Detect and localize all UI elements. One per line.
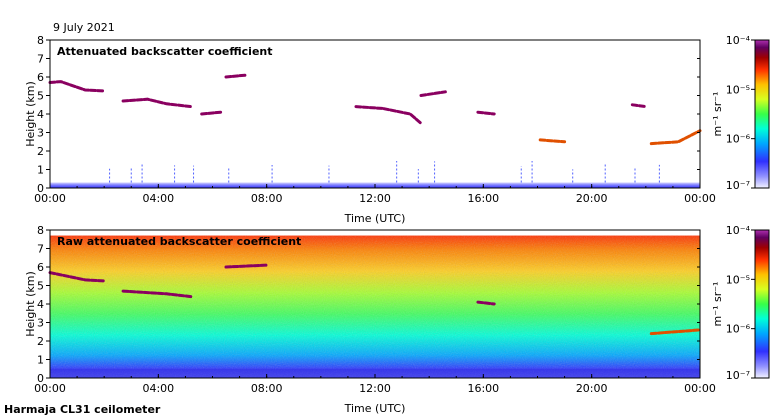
y-tick-label: 2 [37, 145, 44, 158]
aerosol-layer [224, 263, 269, 269]
y-tick-label: 6 [37, 261, 44, 274]
y-tick-label: 1 [37, 354, 44, 367]
colorbar-ticks: 10⁻⁴ 10⁻⁵ 10⁻⁶ 10⁻⁷ [726, 224, 755, 382]
x-tick-label: 12:00 [359, 192, 391, 205]
y-tick-label: 3 [37, 127, 44, 140]
y-axis: 0 1 2 3 4 5 6 7 8 [37, 224, 700, 385]
y-tick-label: 3 [37, 317, 44, 330]
y-tick-label: 0 [37, 372, 44, 385]
colorbar-tick-label: 10⁻⁶ [726, 323, 751, 336]
y-axis: 0 1 2 3 4 5 6 7 8 [37, 34, 700, 195]
colorbar-tick-label: 10⁻⁵ [726, 273, 750, 286]
x-tick-label: 00:00 [34, 382, 66, 395]
y-tick-label: 0 [37, 182, 44, 195]
raw-backscatter-data [48, 235, 702, 378]
colorbar-tick-label: 10⁻⁷ [726, 369, 750, 382]
colorbar [754, 229, 770, 379]
panel-raw-backscatter: Raw attenuated backscatter coefficient 0… [24, 224, 770, 415]
aerosol-layer [354, 105, 423, 125]
y-tick-label: 5 [37, 280, 44, 293]
colorbar-unit: m⁻¹ sr⁻¹ [711, 92, 724, 137]
y-tick-label: 6 [37, 71, 44, 84]
panel-attenuated-backscatter: Attenuated backscatter coefficient 0 1 2 3 4… [24, 34, 770, 225]
x-tick-label: 00:00 [34, 192, 66, 205]
x-tick-label: 16:00 [467, 192, 499, 205]
aerosol-layer [200, 110, 223, 116]
y-tick-label: 4 [37, 298, 44, 311]
date-label: 9 July 2021 [53, 21, 115, 34]
aerosol-layer [476, 110, 496, 116]
x-tick-label: 08:00 [251, 382, 283, 395]
y-tick-label: 4 [37, 108, 44, 121]
y-tick-label: 5 [37, 90, 44, 103]
y-tick-label: 2 [37, 335, 44, 348]
aerosol-layer [630, 103, 648, 109]
colorbar-unit: m⁻¹ sr⁻¹ [711, 282, 724, 327]
y-tick-label: 8 [37, 224, 44, 237]
aerosol-layer [48, 80, 106, 93]
x-tick-label: 08:00 [251, 192, 283, 205]
x-tick-label: 12:00 [359, 382, 391, 395]
x-axis: 00:00 04:00 08:00 12:00 16:00 20:00 00:00 [34, 374, 716, 395]
y-tick-label: 7 [37, 53, 44, 66]
aerosol-layer [649, 328, 702, 336]
x-axis: 00:00 04:00 08:00 12:00 16:00 20:00 00:00 [34, 184, 716, 205]
colorbar-tick-label: 10⁻⁵ [726, 83, 750, 96]
x-tick-label: 20:00 [576, 192, 608, 205]
aerosol-layer [121, 289, 193, 299]
colorbar-ticks: 10⁻⁴ 10⁻⁵ 10⁻⁶ 10⁻⁷ [726, 34, 755, 192]
aerosol-layer [121, 97, 193, 109]
panel-title: Attenuated backscatter coefficient [57, 45, 273, 58]
plot-area [50, 40, 700, 188]
aerosol-layer [538, 138, 567, 144]
aerosol-layer [649, 129, 702, 146]
near-surface-band [50, 368, 700, 378]
panel-title: Raw attenuated backscatter coefficient [57, 235, 301, 248]
x-tick-label: 00:00 [684, 192, 716, 205]
colorbar-tick-label: 10⁻⁴ [726, 34, 751, 47]
noise-texture [50, 235, 700, 378]
y-axis-label: Height (km) [24, 81, 37, 147]
x-tick-label: 04:00 [142, 382, 174, 395]
x-tick-label: 20:00 [576, 382, 608, 395]
footer-label: Harmaja CL31 ceilometer [4, 403, 161, 416]
x-axis-label: Time (UTC) [344, 402, 406, 415]
x-axis-label: Time (UTC) [344, 212, 406, 225]
aerosol-layer [48, 271, 106, 283]
aerosol-layer [476, 300, 496, 306]
aerosol-layer [419, 90, 447, 97]
colorbar-tick-label: 10⁻⁴ [726, 224, 751, 237]
y-axis-label: Height (km) [24, 271, 37, 337]
colorbar [754, 39, 770, 189]
aerosol-layer [224, 73, 247, 79]
y-tick-label: 1 [37, 164, 44, 177]
y-tick-label: 8 [37, 34, 44, 47]
x-tick-label: 04:00 [142, 192, 174, 205]
x-tick-label: 00:00 [684, 382, 716, 395]
colorbar-tick-label: 10⁻⁶ [726, 133, 751, 146]
colorbar-tick-label: 10⁻⁷ [726, 179, 750, 192]
y-tick-label: 7 [37, 243, 44, 256]
x-tick-label: 16:00 [467, 382, 499, 395]
